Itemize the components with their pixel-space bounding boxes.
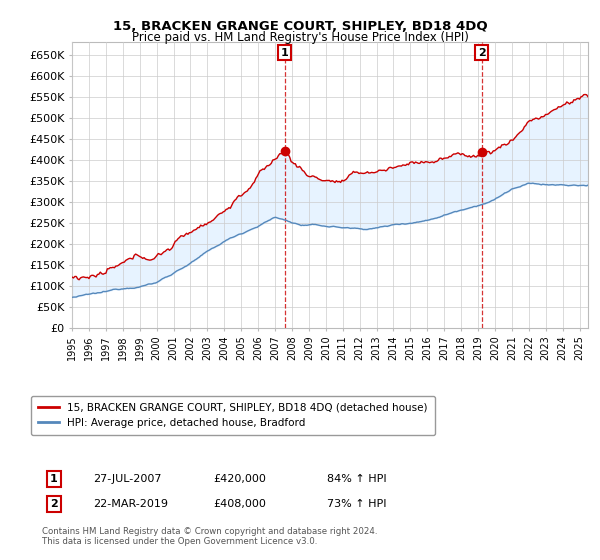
Text: 22-MAR-2019: 22-MAR-2019 <box>93 499 168 509</box>
Text: 73% ↑ HPI: 73% ↑ HPI <box>327 499 386 509</box>
Text: £408,000: £408,000 <box>213 499 266 509</box>
Legend: 15, BRACKEN GRANGE COURT, SHIPLEY, BD18 4DQ (detached house), HPI: Average price: 15, BRACKEN GRANGE COURT, SHIPLEY, BD18 … <box>31 396 435 436</box>
Text: 2: 2 <box>50 499 58 509</box>
Text: Contains HM Land Registry data © Crown copyright and database right 2024.
This d: Contains HM Land Registry data © Crown c… <box>42 526 377 546</box>
Text: 84% ↑ HPI: 84% ↑ HPI <box>327 474 386 484</box>
Text: 27-JUL-2007: 27-JUL-2007 <box>93 474 161 484</box>
Text: 1: 1 <box>50 474 58 484</box>
Text: 2: 2 <box>478 48 485 58</box>
Text: 1: 1 <box>281 48 289 58</box>
Text: 15, BRACKEN GRANGE COURT, SHIPLEY, BD18 4DQ: 15, BRACKEN GRANGE COURT, SHIPLEY, BD18 … <box>113 20 487 32</box>
Text: £420,000: £420,000 <box>213 474 266 484</box>
Text: Price paid vs. HM Land Registry's House Price Index (HPI): Price paid vs. HM Land Registry's House … <box>131 31 469 44</box>
